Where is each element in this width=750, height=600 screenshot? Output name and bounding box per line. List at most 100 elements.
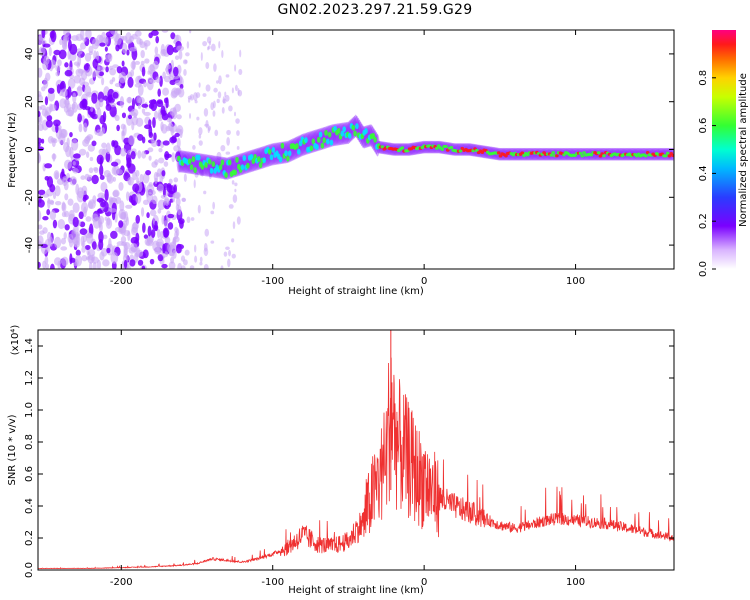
snr-xlabel: Height of straight line (km)	[288, 585, 424, 596]
noise-speckle	[143, 111, 151, 117]
spectrogram-ytick-label: 0	[24, 146, 35, 152]
noise-speckle	[148, 32, 153, 39]
noise-speckle	[133, 112, 138, 119]
noise-speckle	[104, 46, 108, 52]
ridge-core	[189, 164, 194, 171]
noise-speckle	[159, 231, 164, 239]
noise-speckle	[102, 111, 107, 123]
ridge-core	[520, 151, 525, 155]
noise-speckle	[207, 125, 211, 131]
ridge-core	[211, 161, 216, 168]
noise-speckle	[100, 181, 108, 193]
noise-speckle	[96, 197, 104, 203]
spectrogram-xtick-label: 0	[421, 276, 427, 287]
noise-speckle	[102, 259, 110, 267]
snr-panel: -200 -100 0 100 0.0 0.2 0.4 0.6 0.8 1.0 1.2 1.4 Hei…	[7, 325, 675, 596]
noise-speckle	[79, 30, 85, 40]
noise-speckle	[157, 199, 166, 211]
noise-speckle	[106, 217, 111, 226]
noise-speckle	[208, 41, 211, 46]
noise-speckle	[65, 109, 74, 117]
noise-speckle	[144, 42, 148, 51]
noise-speckle	[132, 171, 137, 181]
noise-speckle	[91, 113, 99, 120]
ridge-core	[504, 154, 508, 158]
noise-speckle	[126, 157, 132, 167]
ridge-core	[191, 156, 196, 163]
noise-speckle	[78, 211, 84, 220]
noise-speckle	[198, 82, 201, 88]
ridge-halo	[590, 147, 596, 161]
snr-ytick-label: 1.2	[24, 370, 35, 386]
noise-speckle	[161, 30, 169, 33]
noise-speckle	[64, 224, 70, 231]
noise-speckle	[38, 137, 42, 144]
ridge-halo	[557, 147, 562, 161]
noise-speckle	[112, 140, 119, 149]
ridge-core	[251, 158, 256, 165]
ridge-core	[364, 128, 368, 135]
noise-speckle	[46, 208, 51, 216]
noise-speckle	[54, 201, 62, 206]
noise-speckle	[157, 254, 164, 262]
noise-speckle	[149, 258, 155, 265]
noise-speckle	[168, 261, 176, 269]
noise-speckle	[39, 230, 45, 235]
noise-speckle	[173, 184, 178, 194]
spectrogram-xlabel: Height of straight line (km)	[288, 286, 424, 297]
ridge-core	[197, 154, 201, 161]
noise-speckle	[115, 33, 122, 46]
noise-speckle	[61, 201, 66, 211]
noise-speckle	[134, 83, 142, 88]
noise-speckle	[197, 204, 201, 214]
noise-speckle	[131, 121, 135, 131]
noise-speckle	[96, 107, 102, 120]
noise-speckle	[148, 155, 152, 161]
noise-speckle	[81, 185, 88, 196]
noise-speckle	[226, 136, 230, 146]
noise-speckle	[195, 92, 201, 98]
noise-speckle	[103, 95, 108, 101]
snr-plot-area	[38, 330, 674, 570]
noise-speckle	[210, 240, 215, 244]
ridge-core	[258, 162, 263, 169]
noise-speckle	[126, 97, 133, 104]
noise-speckle	[79, 228, 88, 235]
noise-speckle	[73, 240, 80, 248]
noise-speckle	[83, 122, 88, 133]
noise-speckle	[110, 230, 118, 239]
noise-speckle	[126, 49, 130, 56]
noise-speckle	[84, 52, 92, 62]
ridge-core	[373, 136, 377, 143]
noise-speckle	[139, 173, 144, 184]
noise-speckle	[125, 191, 130, 201]
noise-speckle	[79, 42, 87, 50]
noise-speckle	[45, 119, 53, 128]
noise-speckle	[115, 196, 122, 204]
ridge-core	[644, 154, 648, 158]
noise-speckle	[52, 153, 56, 162]
ridge-core	[278, 156, 283, 163]
spectrogram-ytick-label: 20	[24, 95, 35, 108]
noise-speckle	[183, 173, 187, 183]
noise-speckle	[81, 254, 88, 262]
noise-speckle	[200, 51, 203, 61]
snr-ytick-label: 0.0	[24, 562, 35, 578]
noise-speckle	[153, 132, 157, 141]
noise-speckle	[180, 265, 186, 269]
noise-speckle	[110, 251, 119, 264]
noise-speckle	[38, 35, 43, 45]
noise-speckle	[43, 55, 50, 66]
noise-speckle	[91, 140, 97, 147]
noise-speckle	[101, 127, 106, 135]
noise-speckle	[127, 176, 134, 186]
noise-speckle	[182, 259, 188, 266]
ridge-halo	[555, 147, 561, 161]
noise-speckle	[230, 157, 235, 163]
spectrogram-ytick-label: -20	[24, 189, 35, 205]
noise-speckle	[194, 100, 198, 104]
ridge-core	[458, 149, 463, 153]
noise-speckle	[121, 112, 127, 119]
noise-speckle	[234, 182, 238, 187]
noise-speckle	[231, 238, 235, 243]
